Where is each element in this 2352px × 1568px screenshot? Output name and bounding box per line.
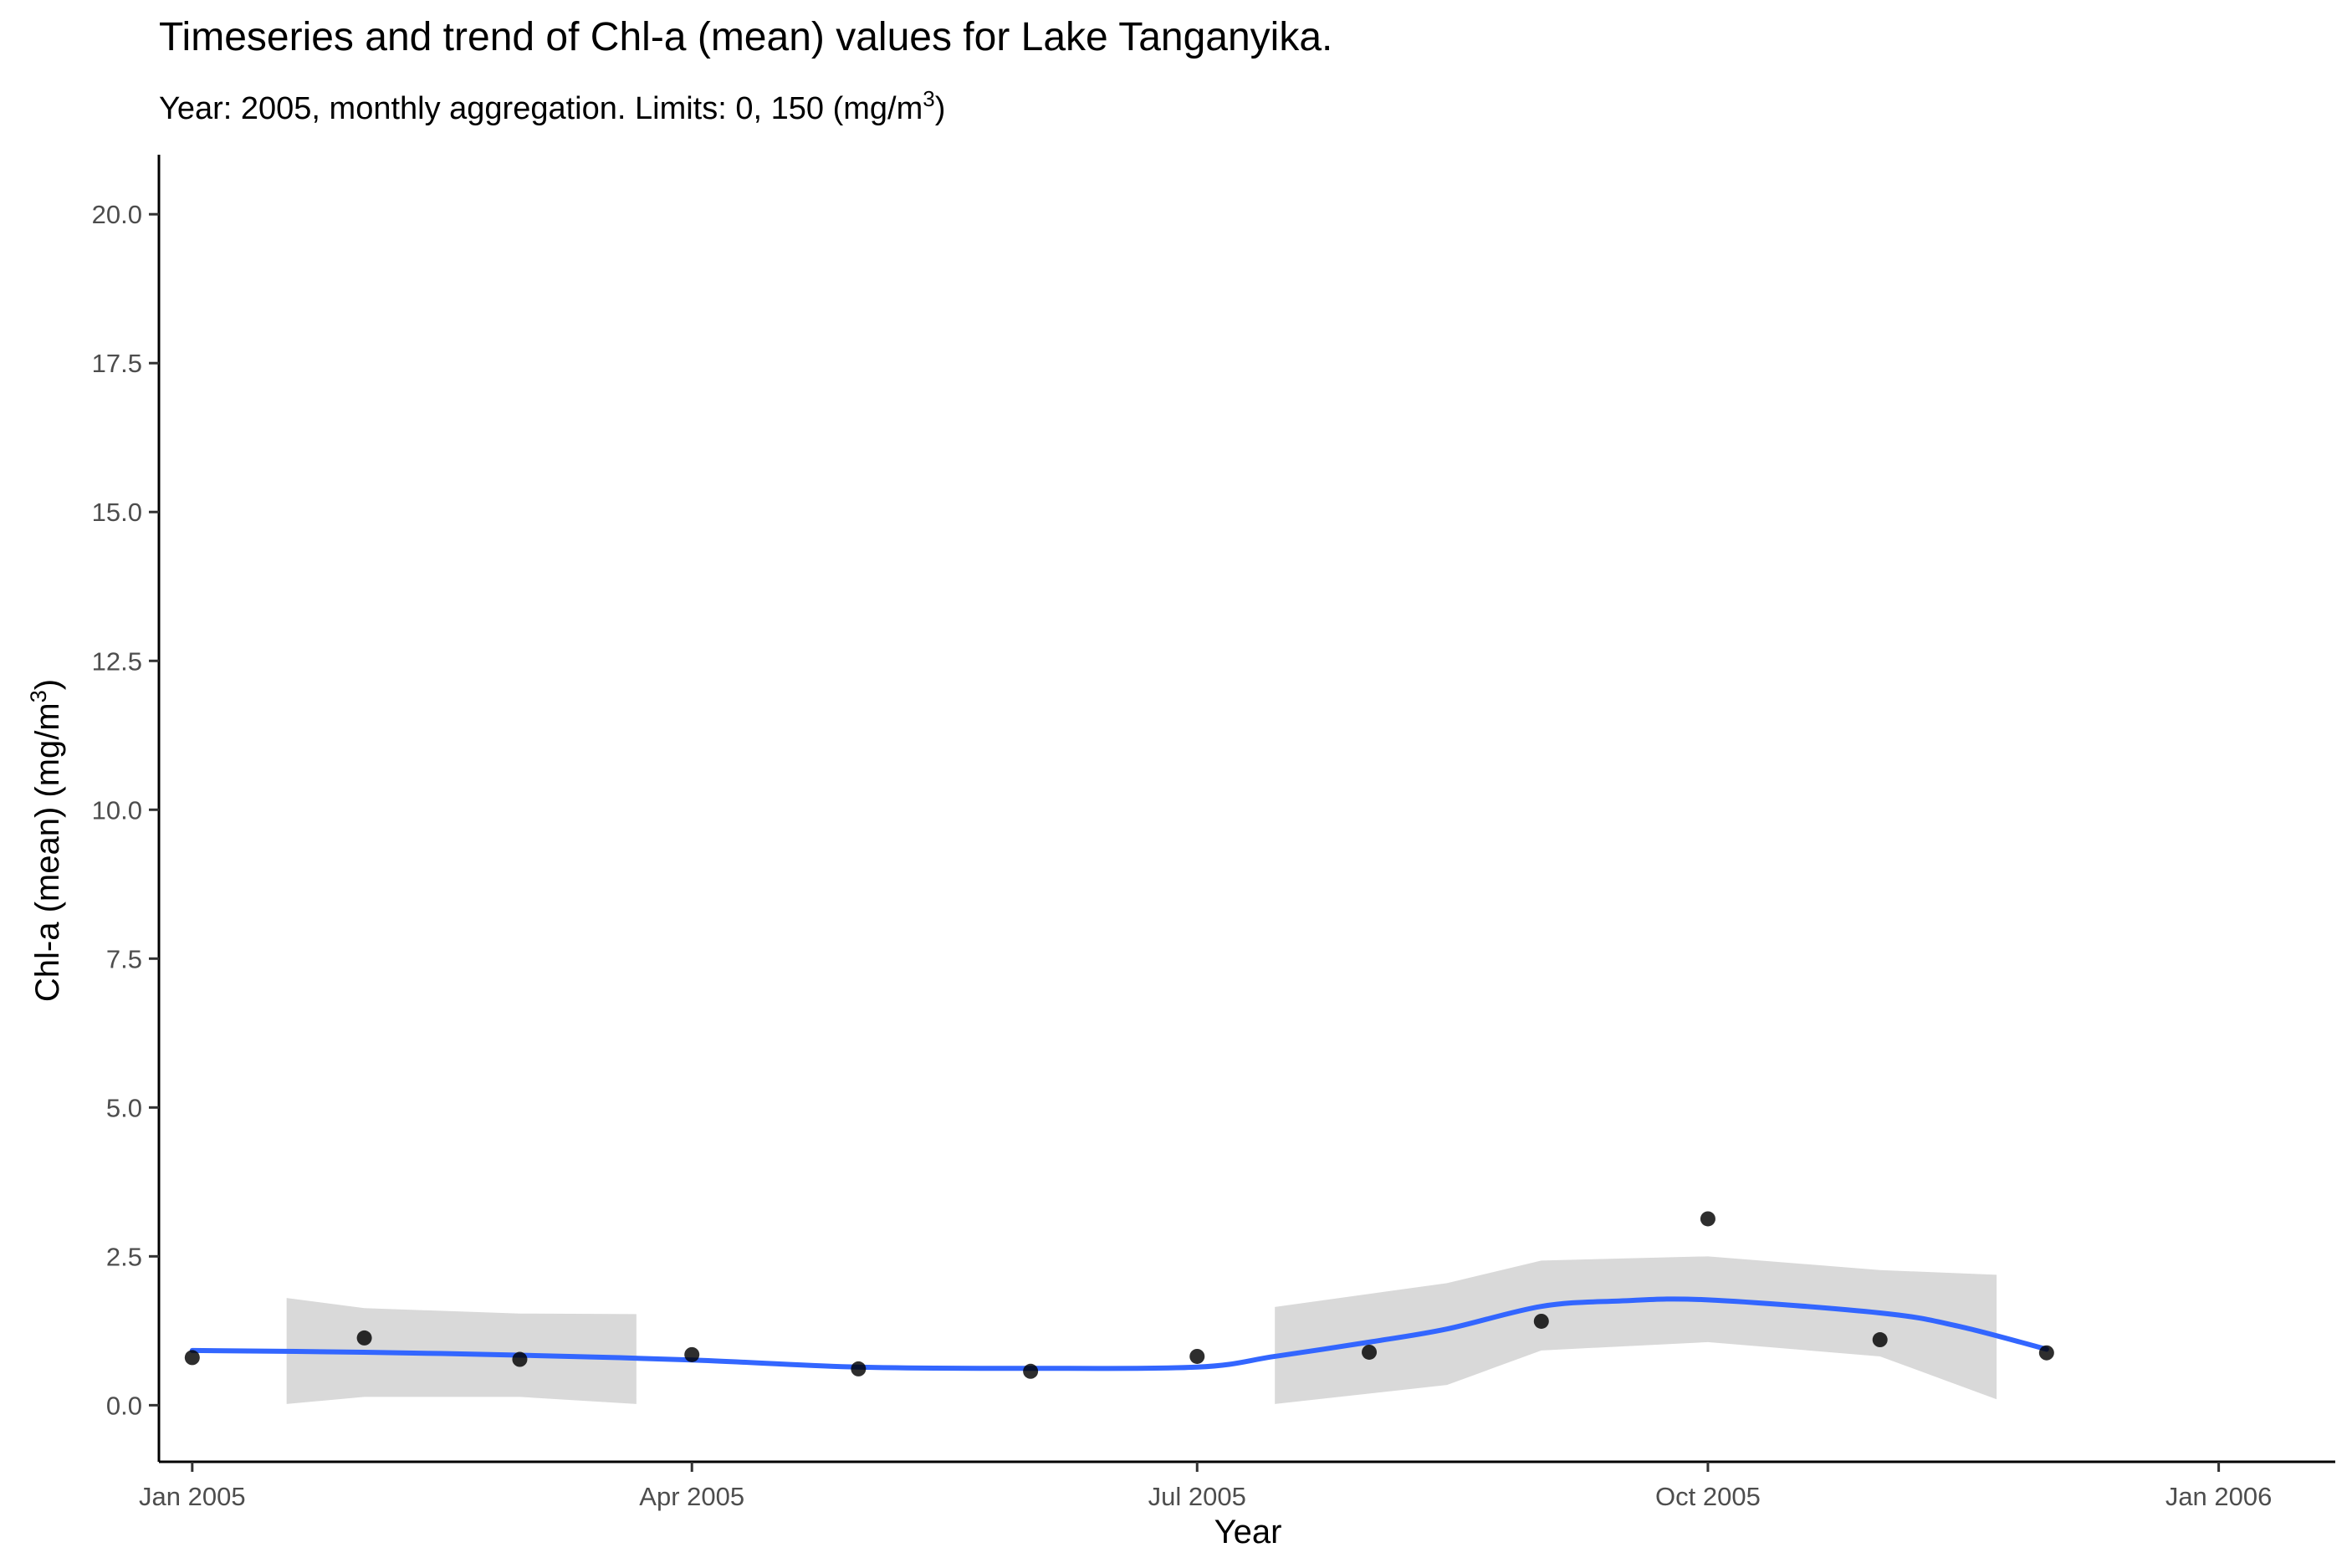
subtitle-unit-sup: 3 bbox=[923, 86, 934, 111]
y-axis-title-close: ) bbox=[29, 679, 66, 690]
confidence-ribbon-1 bbox=[286, 1298, 637, 1404]
x-axis-title: Year bbox=[1214, 1514, 1282, 1550]
confidence-ribbon-2 bbox=[1275, 1256, 1997, 1404]
y-tick-label-6: 12.5 bbox=[92, 646, 142, 676]
subtitle-prefix: Year: 2005, monthly aggregation. Limits:… bbox=[159, 91, 833, 126]
y-tick-label-2: 2.5 bbox=[106, 1242, 142, 1271]
data-point-7 bbox=[1189, 1348, 1205, 1364]
data-point-2 bbox=[356, 1330, 372, 1346]
data-point-10 bbox=[1700, 1211, 1715, 1227]
y-ticks-layer: 0.0 2.5 5.0 7.5 10.0 12.5 15.0 17.5 20.0 bbox=[92, 200, 159, 1420]
x-tick-label-3: Jul 2005 bbox=[1148, 1482, 1246, 1511]
x-axis: Jan 2005 Apr 2005 Jul 2005 Oct 2005 Jan 2006 bbox=[139, 1460, 2335, 1511]
data-point-3 bbox=[512, 1351, 528, 1367]
subtitle-unit: (mg/m bbox=[833, 91, 923, 126]
data-point-8 bbox=[1362, 1344, 1378, 1360]
y-tick-label-3: 5.0 bbox=[106, 1093, 142, 1122]
x-tick-label-5: Jan 2006 bbox=[2165, 1482, 2273, 1511]
y-tick-label-5: 10.0 bbox=[92, 795, 142, 825]
y-axis-title-sup: 3 bbox=[26, 690, 51, 702]
y-tick-label-7: 15.0 bbox=[92, 498, 142, 527]
data-point-6 bbox=[1023, 1363, 1039, 1379]
y-axis-title: Chl-a (mean) (mg/m3) bbox=[26, 679, 66, 1002]
trend-layer bbox=[189, 1296, 2049, 1371]
y-tick-label-8: 17.5 bbox=[92, 349, 142, 378]
ribbon-layer bbox=[286, 1256, 1997, 1404]
trend-line bbox=[189, 1296, 2049, 1371]
data-point-5 bbox=[851, 1361, 867, 1376]
y-axis: 0.0 2.5 5.0 7.5 10.0 12.5 15.0 17.5 20.0 bbox=[92, 155, 161, 1462]
x-tick-label-2: Apr 2005 bbox=[639, 1482, 744, 1511]
y-tick-label-1: 0.0 bbox=[106, 1391, 142, 1420]
data-point-9 bbox=[1533, 1313, 1549, 1329]
x-tick-label-1: Jan 2005 bbox=[139, 1482, 246, 1511]
data-point-4 bbox=[684, 1346, 700, 1362]
subtitle-unit-close: ) bbox=[935, 91, 946, 126]
x-tick-label-4: Oct 2005 bbox=[1655, 1482, 1761, 1511]
y-tick-label-4: 7.5 bbox=[106, 944, 142, 973]
points-layer bbox=[184, 1211, 2054, 1379]
data-point-1 bbox=[184, 1350, 200, 1366]
chart-title: Timeseries and trend of Chl-a (mean) val… bbox=[159, 15, 1332, 59]
chart-subtitle: Year: 2005, monthly aggregation. Limits:… bbox=[159, 86, 945, 126]
data-point-11 bbox=[1872, 1332, 1888, 1348]
y-tick-label-9: 20.0 bbox=[92, 200, 142, 229]
plot-area bbox=[184, 1211, 2054, 1404]
x-ticks-layer: Jan 2005 Apr 2005 Jul 2005 Oct 2005 Jan 2006 bbox=[139, 1462, 2272, 1511]
data-point-12 bbox=[2038, 1345, 2054, 1361]
y-axis-title-prefix: Chl-a (mean) (mg/m bbox=[29, 702, 66, 1002]
